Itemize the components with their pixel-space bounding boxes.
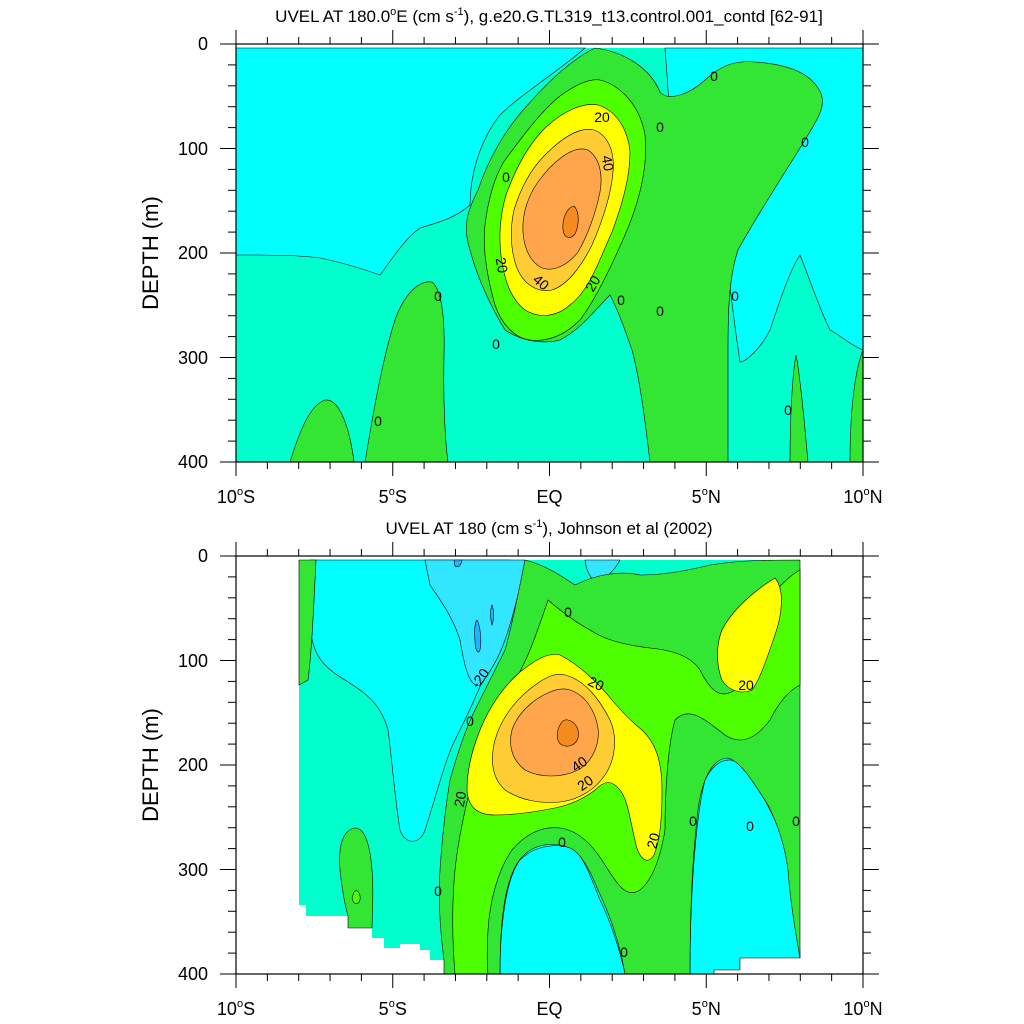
bottom-fill-pos60 (556, 719, 579, 747)
bottom-ytick-label-400: 400 (178, 964, 208, 984)
bottom-fill-pos30-ne (717, 577, 782, 693)
top-fill-neg10-west (236, 47, 586, 276)
bottom-fill-pos10-sw (339, 827, 374, 929)
top-y-ticks: 0 100 200 300 400 (178, 34, 879, 472)
top-clabel-20c: 20 (582, 273, 604, 295)
bottom-xtick-label-10N: 10oN (843, 998, 882, 1019)
bottom-xtick-label-EQ: EQ (536, 999, 562, 1019)
top-clabel-20b: 20 (493, 256, 511, 274)
bottom-xtick-label-10S: 10oS (217, 998, 255, 1019)
top-clabel-0a: 0 (502, 169, 510, 185)
top-fill-pos50 (522, 148, 602, 270)
top-clabel-0g: 0 (656, 303, 664, 319)
bottom-clabel-0a: 0 (564, 604, 572, 620)
bottom-clabel-0h: 0 (620, 944, 628, 960)
top-contour-field (236, 44, 863, 462)
bottom-fill-neg20 (424, 559, 526, 686)
bottom-panel-title: UVEL AT 180 (cm s-1), Johnson et al (200… (386, 518, 713, 538)
top-clabel-40a: 40 (599, 154, 617, 172)
top-surface-band (236, 44, 863, 48)
top-fill-pos10-far-sw (289, 399, 355, 462)
top-panel-title: UVEL AT 180.0oE (cm s-1), g.e20.G.TL319_… (275, 6, 823, 26)
bottom-minor-ticks (228, 549, 871, 981)
bottom-xtick-label-5S: 5oS (379, 998, 407, 1019)
bottom-clabel-20d: 20 (643, 831, 663, 850)
bottom-ytick-label-100: 100 (178, 651, 208, 671)
top-clabel-0j: 0 (374, 413, 382, 429)
bottom-clabel-20e: 20 (738, 677, 754, 693)
bottom-y-axis-label: DEPTH (m) (138, 708, 163, 822)
bottom-ytick-label-300: 300 (178, 860, 208, 880)
bottom-clabel-0d: 0 (689, 813, 697, 829)
top-ytick-label-200: 200 (178, 243, 208, 263)
top-xtick-label-10S: 10oS (217, 486, 255, 507)
top-clabel-0k: 0 (784, 402, 792, 418)
top-ytick-label-100: 100 (178, 139, 208, 159)
bottom-clabel-0e: 0 (746, 818, 754, 834)
top-fill-pos60 (562, 205, 579, 238)
bottom-ytick-label-200: 200 (178, 755, 208, 775)
bottom-clabel-0g: 0 (434, 883, 442, 899)
top-clabel-0i: 0 (492, 336, 500, 352)
top-clabel-0e: 0 (434, 288, 442, 304)
top-y-axis-label: DEPTH (m) (138, 196, 163, 310)
top-clabel-0h: 0 (731, 288, 739, 304)
bottom-fill-pos50 (510, 688, 599, 777)
top-ytick-label-400: 400 (178, 452, 208, 472)
bottom-y-ticks: 0 100 200 300 400 (178, 546, 879, 984)
bottom-fill-neg30 (474, 619, 482, 653)
bottom-ytick-label-0: 0 (198, 546, 208, 566)
top-minor-ticks (228, 37, 871, 469)
bottom-clabel-0c: 0 (558, 834, 566, 850)
bottom-x-ticks: 10oS 5oS EQ 5oN 10oN (217, 542, 883, 1019)
bottom-clabel-20c: 20 (451, 790, 469, 808)
top-clabel-20a: 20 (594, 109, 610, 125)
top-clabel-0c: 0 (710, 68, 718, 84)
bottom-clabel-0f: 0 (792, 813, 800, 829)
top-xtick-label-10N: 10oN (843, 486, 882, 507)
top-ytick-label-0: 0 (198, 34, 208, 54)
bottom-fill-neg30-b (453, 559, 463, 568)
top-xtick-label-5N: 5oN (692, 486, 721, 507)
top-ytick-label-300: 300 (178, 348, 208, 368)
top-x-ticks: 10oS 5oS EQ 5oN 10oN (217, 30, 883, 507)
top-fill-pos10-sw (364, 281, 449, 462)
bottom-xtick-label-5N: 5oN (692, 998, 721, 1019)
top-panel: UVEL AT 180.0oE (cm s-1), g.e20.G.TL319_… (138, 6, 883, 507)
bottom-clabel-20a: 20 (586, 673, 607, 694)
top-xtick-label-EQ: EQ (536, 487, 562, 507)
bottom-contour-field (298, 559, 801, 974)
bottom-fill-pos20-sw (351, 890, 361, 904)
bottom-clabel-0b: 0 (466, 713, 474, 729)
bottom-panel: UVEL AT 180 (cm s-1), Johnson et al (200… (138, 518, 883, 1019)
top-clabel-0b: 0 (656, 119, 664, 135)
top-xtick-label-5S: 5oS (379, 486, 407, 507)
top-clabel-0d: 0 (801, 134, 809, 150)
top-fill-pos10-ne (789, 354, 809, 462)
bottom-fill-neg30-c (490, 604, 494, 626)
bottom-fill-pos10-w (298, 559, 317, 686)
top-clabel-0f: 0 (617, 292, 625, 308)
